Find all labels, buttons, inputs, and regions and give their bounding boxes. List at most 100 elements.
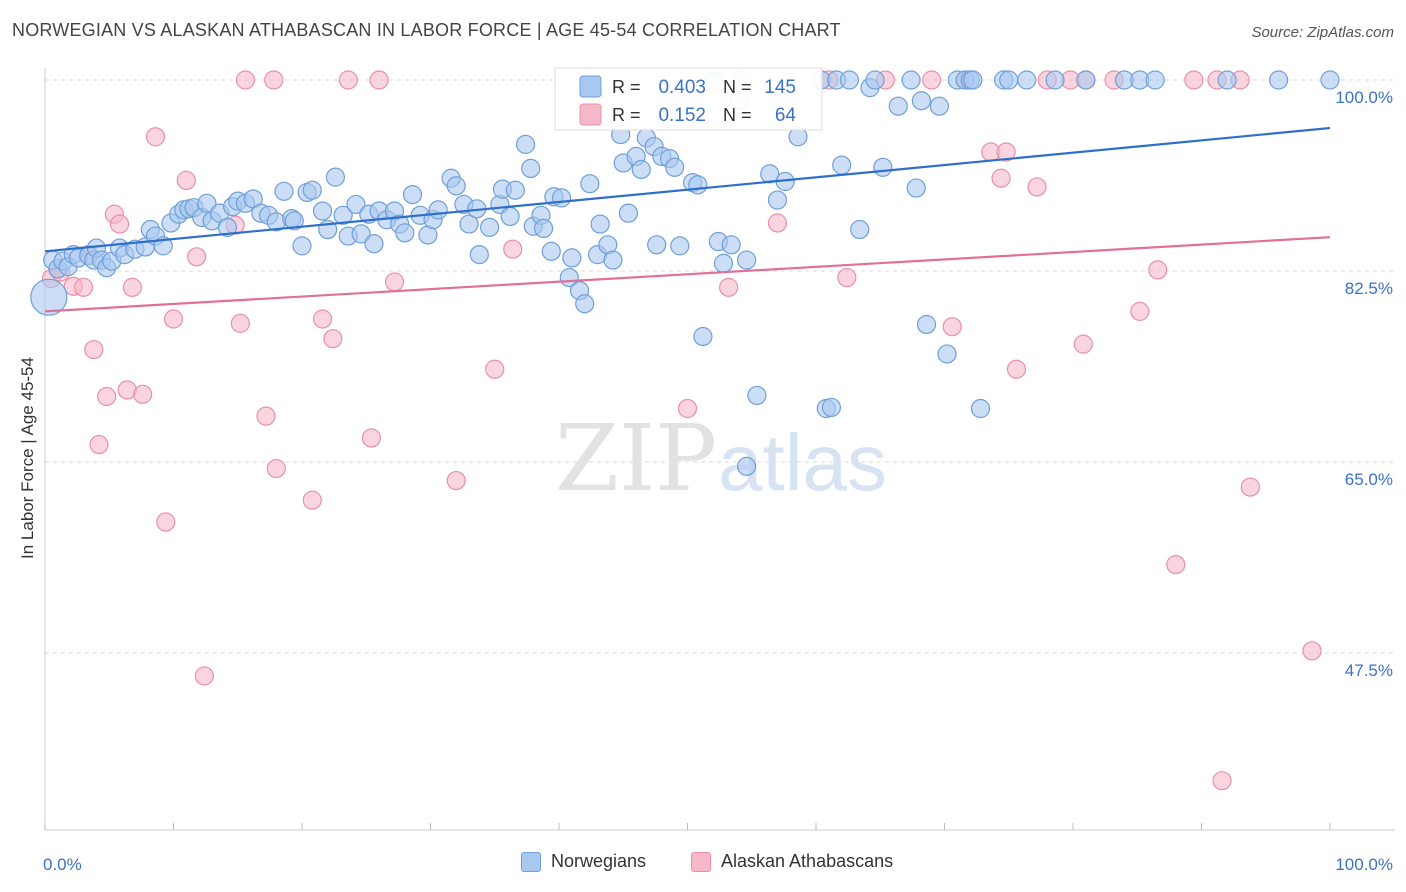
alaskan-athabascans-point (1073, 334, 1093, 354)
alaskan-athabascans-point (1130, 301, 1150, 321)
y-tick-label: 100.0% (1335, 88, 1393, 107)
norwegians-point (737, 250, 757, 270)
norwegians-point (693, 326, 713, 347)
norwegians-point (515, 134, 536, 154)
norwegians-point (888, 96, 908, 116)
alaskan-athabascans-point (176, 170, 196, 191)
alaskan-athabascans-point (677, 398, 698, 419)
norwegians-trend-line (44, 126, 1331, 253)
norwegians-point (590, 214, 610, 234)
norwegians-point (906, 178, 926, 198)
norwegians-point (284, 211, 304, 231)
alaskan-athabascans-point (122, 277, 142, 297)
norwegians-point (428, 200, 448, 220)
norwegians-point (850, 219, 870, 240)
alaskan-athabascans-point (89, 434, 109, 455)
x-tick-label-min: 0.0% (43, 855, 82, 874)
alaskan-athabascans-point (1148, 260, 1168, 280)
norwegians-point (647, 235, 667, 255)
alaskan-athabascans-point (922, 70, 942, 90)
norwegians-point (999, 70, 1019, 90)
norwegians-point (351, 224, 371, 244)
norwegians-point (721, 235, 741, 255)
norwegians-point (292, 236, 312, 256)
norwegians-point (562, 248, 582, 268)
norwegians-point (832, 155, 852, 175)
stats-r-value: 0.152 (658, 105, 706, 126)
alaskan-athabascans-point (187, 247, 207, 267)
norwegians-point (1320, 70, 1340, 90)
norwegians-point (312, 201, 333, 221)
stats-swatch (579, 103, 602, 126)
norwegians-point (1268, 70, 1289, 90)
alaskan-athabascans-point (156, 512, 176, 532)
legend-label-alaskan-athabascans: Alaskan Athabascans (721, 851, 894, 871)
norwegians-point (670, 236, 690, 256)
norwegians-point (302, 180, 322, 200)
norwegians-point (459, 214, 479, 234)
axis-layer (44, 68, 1395, 831)
norwegians-point (1045, 70, 1065, 90)
alaskan-athabascans-point (361, 428, 381, 448)
norwegians-point (1145, 70, 1165, 90)
stats-legend: R = 0.403 N = 145 R = 0.152 N = 64 (554, 67, 823, 131)
x-tick-label-max: 100.0% (1335, 855, 1393, 874)
alaskan-athabascans-point (163, 309, 184, 329)
legend-label-norwegians: Norwegians (551, 851, 647, 871)
alaskan-athabascans-point (338, 70, 358, 90)
norwegians-point (929, 96, 949, 116)
norwegians-point (963, 70, 983, 90)
y-tick-label: 82.5% (1345, 279, 1393, 298)
series-norwegians (30, 70, 1340, 476)
alaskan-athabascans-point (942, 317, 962, 337)
alaskan-athabascans-point (1006, 359, 1027, 379)
norwegians-point (551, 188, 572, 208)
norwegians-point (631, 159, 651, 180)
chart-title: NORWEGIAN VS ALASKAN ATHABASCAN IN LABOR… (12, 20, 841, 40)
norwegians-point (446, 176, 466, 196)
norwegians-point (30, 278, 68, 316)
legend-item-norwegians[interactable]: Norwegians (521, 851, 646, 872)
alaskan-athabascans-point (369, 70, 389, 90)
alaskan-athabascans-point (384, 272, 405, 292)
norwegians-point (1076, 70, 1096, 90)
norwegians-point (580, 174, 600, 194)
norwegians-point (500, 206, 520, 227)
y-tick-label: 65.0% (1345, 470, 1393, 489)
stats-n-label: N = (723, 105, 752, 125)
norwegians-point (533, 218, 554, 239)
stats-n-value: 145 (764, 77, 796, 98)
source-label: Source: ZipAtlas.com (1251, 24, 1394, 41)
x-tick-labels: 0.0% 100.0% (43, 855, 1393, 874)
norwegians-point (364, 234, 384, 254)
norwegians-point (325, 167, 346, 187)
alaskan-athabascans-point (84, 339, 104, 360)
norwegians-point (395, 223, 415, 243)
norwegians-point (916, 314, 937, 335)
alaskan-athabascans-point (1302, 641, 1322, 661)
norwegians-point (1217, 70, 1237, 90)
stats-r-value: 0.403 (658, 77, 706, 98)
alaskan-athabascans-point (194, 666, 214, 686)
alaskan-athabascans-point (996, 142, 1016, 162)
alaskan-athabascans-point (1184, 70, 1204, 90)
alaskan-athabascans-point (145, 127, 166, 147)
norwegians-point (688, 175, 708, 195)
alaskan-athabascans-point (1212, 771, 1232, 791)
norwegians-point (821, 397, 842, 418)
alaskan-athabascans-point (837, 267, 857, 288)
alaskan-athabascans-point (302, 490, 322, 510)
alaskan-athabascans-point (266, 458, 286, 479)
norwegians-point (901, 70, 921, 90)
alaskan-athabascans-point (235, 70, 256, 90)
legend-item-alaskan-athabascans[interactable]: Alaskan Athabascans (691, 851, 893, 872)
norwegians-point (970, 398, 991, 419)
alaskan-athabascans-point (1027, 177, 1047, 197)
norwegians-point (1017, 70, 1037, 90)
norwegians-point (873, 157, 893, 177)
norwegians-point (197, 193, 217, 213)
norwegians-point (737, 456, 757, 476)
alaskan-athabascans-point (767, 213, 788, 233)
stats-r-label: R = (612, 105, 641, 125)
